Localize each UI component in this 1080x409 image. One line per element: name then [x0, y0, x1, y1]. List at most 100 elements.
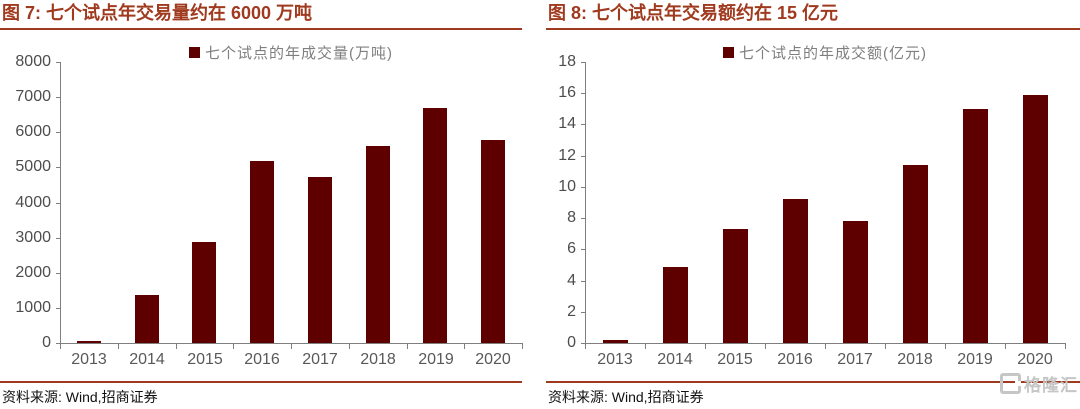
- bottom-rule: [0, 381, 522, 383]
- x-axis-tick: [1005, 344, 1006, 349]
- x-axis-label: 2014: [657, 351, 693, 368]
- figure-8-panel: 图 8: 七个试点年交易额约在 15 亿元 七个试点的年成交额(亿元) 0 2 4 6…: [546, 0, 1080, 409]
- x-axis-label: 2017: [302, 351, 338, 368]
- bar: [903, 165, 928, 343]
- figure-8-legend: 七个试点的年成交额(亿元): [723, 42, 927, 63]
- bottom-rule: [546, 381, 1080, 383]
- y-axis-tick: [581, 124, 585, 126]
- y-axis-label: 1000: [15, 298, 51, 316]
- x-axis-label: 2013: [597, 351, 633, 368]
- y-axis-label: 6000: [15, 123, 51, 141]
- y-axis-label: 10: [558, 177, 576, 195]
- source-note: 资料来源: Wind,招商证券: [548, 389, 704, 405]
- y-axis-tick: [56, 202, 60, 204]
- x-axis-tick: [885, 344, 886, 349]
- y-axis-label: 4000: [15, 193, 51, 211]
- y-axis-tick: [56, 237, 60, 239]
- bar: [1023, 95, 1048, 343]
- figure-7-chart-area: 七个试点的年成交量(万吨) 0 1000 2000 3000 4000 5000 6000 7…: [0, 30, 523, 378]
- y-axis-tick: [581, 62, 585, 63]
- bar: [663, 267, 688, 343]
- x-axis-label: 2020: [1017, 351, 1053, 368]
- y-axis-label: 14: [558, 115, 576, 133]
- y-axis-tick: [581, 343, 585, 344]
- y-axis-tick: [581, 311, 585, 313]
- y-axis-tick: [56, 167, 60, 169]
- y-axis-tick: [581, 93, 585, 95]
- x-axis-tick: [291, 344, 292, 349]
- x-axis-tick: [233, 344, 234, 349]
- x-axis-tick: [407, 344, 408, 349]
- legend-marker-icon: [723, 47, 734, 58]
- y-axis-tick: [56, 62, 60, 63]
- gelonghui-watermark: 格隆汇: [1000, 371, 1078, 396]
- bar: [192, 242, 216, 343]
- y-axis-label: 2: [567, 302, 576, 320]
- plot-area: [585, 62, 1066, 344]
- x-axis-label: 2017: [837, 351, 873, 368]
- x-axis-label: 2020: [475, 351, 511, 368]
- y-axis-label: 3000: [15, 228, 51, 246]
- x-axis-tick: [585, 344, 586, 349]
- bar: [77, 341, 101, 343]
- figure-8-chart-area: 七个试点的年成交额(亿元) 0 2 4 6 8 10 12 14 16 18 2013 2014 201…: [546, 30, 1080, 378]
- x-axis-tick: [945, 344, 946, 349]
- x-axis-tick: [60, 344, 61, 349]
- y-axis-tick: [581, 249, 585, 251]
- legend-label: 七个试点的年成交额(亿元): [739, 45, 927, 62]
- x-axis-label: 2016: [244, 351, 280, 368]
- gelonghui-watermark-text: 格隆汇: [1024, 376, 1078, 395]
- y-axis-label: 18: [558, 53, 576, 70]
- y-axis-label: 4: [567, 271, 576, 289]
- bar: [843, 221, 868, 343]
- figure-7-panel: 图 7: 七个试点年交易量约在 6000 万吨 七个试点的年成交量(万吨) 0 1…: [0, 0, 523, 409]
- legend-marker-icon: [189, 47, 200, 58]
- y-axis-label: 12: [558, 146, 576, 164]
- bar: [250, 161, 274, 343]
- x-axis-label: 2013: [71, 351, 107, 368]
- x-axis-tick: [825, 344, 826, 349]
- y-axis-tick: [581, 155, 585, 157]
- bar: [308, 177, 332, 343]
- y-axis-tick: [56, 97, 60, 99]
- x-axis-label: 2018: [897, 351, 933, 368]
- y-axis-label: 0: [42, 334, 51, 351]
- y-axis-label: 6: [567, 240, 576, 258]
- y-axis-tick: [56, 272, 60, 274]
- figure-7-title: 图 7: 七个试点年交易量约在 6000 万吨: [0, 0, 522, 30]
- y-axis-label: 16: [558, 84, 576, 102]
- y-axis-tick: [56, 343, 60, 344]
- figure-8-title: 图 8: 七个试点年交易额约在 15 亿元: [546, 0, 1080, 30]
- x-axis-label: 2014: [129, 351, 165, 368]
- plot-area: [60, 62, 523, 344]
- y-axis-label: 0: [567, 334, 576, 351]
- y-axis-tick: [581, 280, 585, 282]
- gelonghui-logo-icon: [1000, 373, 1021, 394]
- x-axis-label: 2016: [777, 351, 813, 368]
- x-axis-tick: [705, 344, 706, 349]
- legend-label: 七个试点的年成交量(万吨): [205, 45, 393, 62]
- bar: [723, 229, 748, 343]
- x-axis-tick: [645, 344, 646, 349]
- bar: [963, 109, 988, 343]
- y-axis-tick: [581, 186, 585, 188]
- x-axis-tick: [118, 344, 119, 349]
- x-axis-label: 2015: [717, 351, 753, 368]
- y-axis-label: 7000: [15, 88, 51, 106]
- bar: [481, 140, 505, 343]
- bar: [135, 295, 159, 343]
- x-axis-label: 2018: [360, 351, 396, 368]
- x-axis-tick: [765, 344, 766, 349]
- figure-7-legend: 七个试点的年成交量(万吨): [189, 42, 393, 63]
- bar: [423, 108, 447, 343]
- y-axis-label: 5000: [15, 158, 51, 176]
- source-note: 资料来源: Wind,招商证券: [2, 389, 158, 405]
- x-axis-label: 2019: [418, 351, 454, 368]
- bar: [366, 146, 390, 343]
- y-axis-tick: [56, 307, 60, 309]
- y-axis-tick: [581, 218, 585, 220]
- y-axis-label: 8000: [15, 53, 51, 70]
- y-axis-label: 2000: [15, 263, 51, 281]
- x-axis-tick: [522, 344, 523, 349]
